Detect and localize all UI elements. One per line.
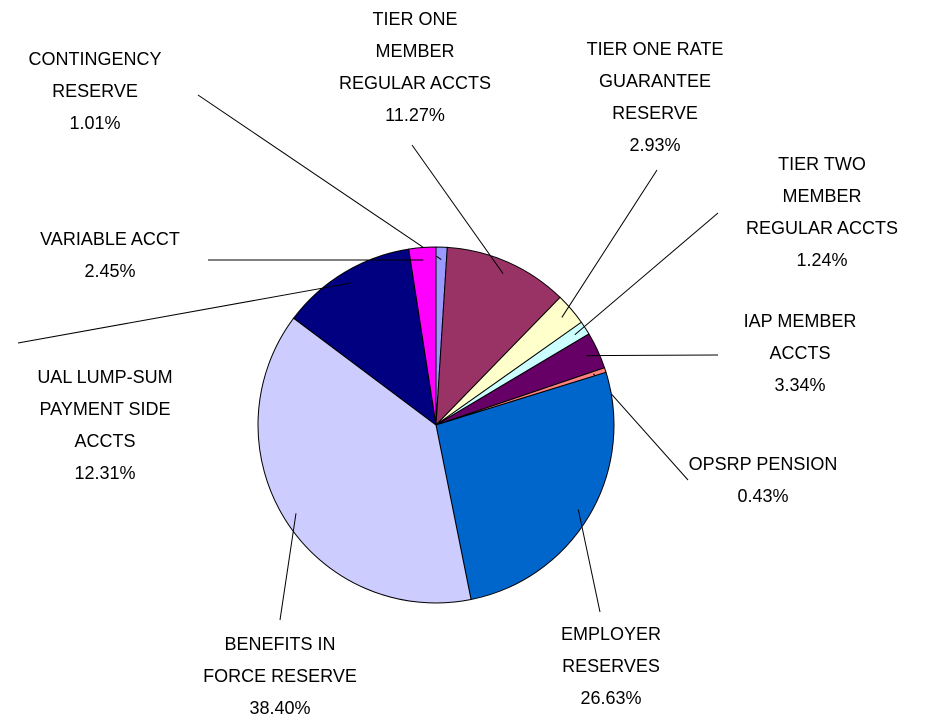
pie-slice xyxy=(257,317,472,604)
slice-label: REGULAR ACCTS xyxy=(746,218,898,238)
leader-line xyxy=(574,212,719,336)
slice-label: VARIABLE ACCT xyxy=(40,229,180,249)
slice-label: ACCTS xyxy=(769,343,830,363)
slice-label: PAYMENT SIDE xyxy=(39,399,170,419)
leader-line xyxy=(561,169,658,318)
leader-line xyxy=(197,94,442,260)
value-label: 38.40% xyxy=(249,698,310,718)
slice-label: REGULAR ACCTS xyxy=(339,73,491,93)
pie-slice xyxy=(292,248,437,427)
value-label: 3.34% xyxy=(774,375,825,395)
leader-line xyxy=(17,282,351,344)
pie-slice xyxy=(435,246,561,427)
slice-label: RESERVES xyxy=(562,656,660,676)
value-label: 2.45% xyxy=(84,261,135,281)
value-label: 1.24% xyxy=(796,250,847,270)
slice-label: OPSRP PENSION xyxy=(689,454,838,474)
leader-line xyxy=(577,509,601,613)
slice-label: TIER ONE xyxy=(372,9,457,29)
slice-label: BENEFITS IN xyxy=(224,634,335,654)
value-label: 0.43% xyxy=(737,486,788,506)
slice-label: GUARANTEE xyxy=(599,71,711,91)
value-label: 11.27% xyxy=(385,105,445,125)
leader-line xyxy=(411,144,504,274)
value-label: 26.63% xyxy=(580,688,641,708)
value-label: 1.01% xyxy=(69,113,120,133)
slice-label: FORCE RESERVE xyxy=(203,666,357,686)
slice-label: TIER TWO xyxy=(778,154,866,174)
slice-label: ACCTS xyxy=(74,431,135,451)
slice-label: MEMBER xyxy=(782,186,861,206)
slice-label: RESERVE xyxy=(612,103,698,123)
value-label: 12.31% xyxy=(74,463,135,483)
pie-slice xyxy=(435,371,615,601)
pie-slice xyxy=(408,246,437,426)
slice-label: EMPLOYER xyxy=(561,624,661,644)
slice-label: TIER ONE RATE xyxy=(587,39,724,59)
leader-line xyxy=(586,354,719,357)
slice-label: IAP MEMBER xyxy=(744,311,857,331)
slice-label: UAL LUMP-SUM xyxy=(37,367,172,387)
slice-label: MEMBER xyxy=(375,41,454,61)
leader-line xyxy=(279,513,297,621)
slice-label: CONTINGENCY xyxy=(28,49,161,69)
slice-label: RESERVE xyxy=(52,81,138,101)
value-label: 2.93% xyxy=(629,135,680,155)
